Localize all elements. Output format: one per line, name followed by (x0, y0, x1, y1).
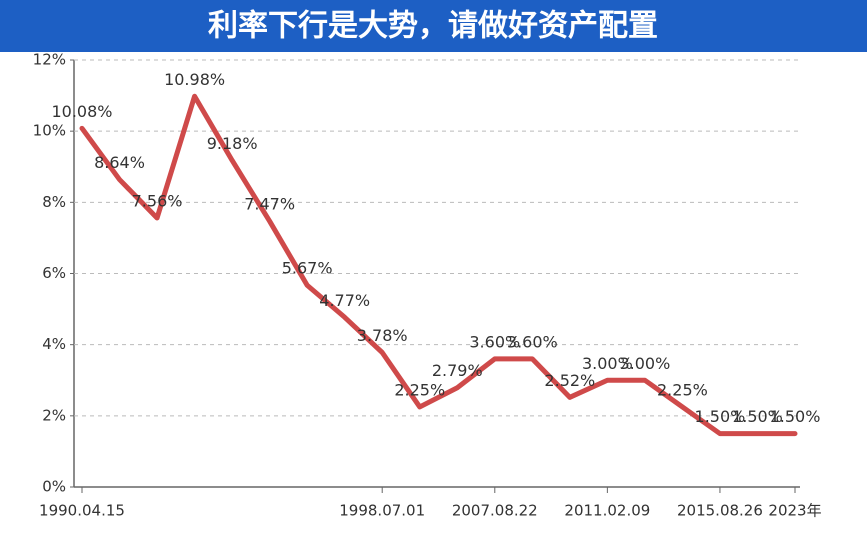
value-label: 1.50% (770, 407, 821, 426)
y-tick-label: 10% (33, 122, 66, 140)
value-label: 2.25% (394, 380, 445, 399)
value-label: 8.64% (94, 153, 145, 172)
x-tick-label: 2007.08.22 (452, 502, 538, 520)
y-tick-label: 4% (42, 335, 66, 353)
value-label: 5.67% (282, 259, 333, 278)
line (79, 93, 798, 437)
value-label: 2.79% (432, 361, 483, 380)
value-label: 2.25% (657, 380, 708, 399)
y-tick-label: 2% (42, 406, 66, 424)
x-tick-label: 1990.04.15 (39, 502, 125, 520)
value-label: 10.08% (51, 102, 112, 121)
x-tick-label: 1998.07.01 (339, 502, 425, 520)
chart-title: 利率下行是大势，请做好资产配置 (208, 9, 658, 44)
y-tick-label: 12% (33, 51, 66, 69)
x-tick-label: 2011.02.09 (564, 502, 650, 520)
x-tick-label: 2023年 (768, 502, 821, 520)
value-label: 3.60% (469, 332, 520, 351)
value-label: 3.78% (357, 326, 408, 345)
y-tick-label: 6% (42, 264, 66, 282)
value-label: 3.00% (619, 354, 670, 373)
y-tick-label: 8% (42, 193, 66, 211)
value-label: 1.50% (695, 407, 746, 426)
x-tick-label: 2015.08.26 (677, 502, 763, 520)
value-label: 2.52% (544, 371, 595, 390)
value-label: 7.47% (244, 195, 295, 214)
value-label: 3.60% (507, 332, 558, 351)
value-label: 3.00% (582, 354, 633, 373)
value-label: 4.77% (319, 291, 370, 310)
value-label: 10.98% (164, 70, 225, 89)
value-label: 7.56% (132, 191, 183, 210)
title-banner (0, 0, 867, 52)
value-label: 9.18% (207, 134, 258, 153)
y-tick-label: 0% (42, 478, 66, 496)
value-label: 1.50% (732, 407, 783, 426)
